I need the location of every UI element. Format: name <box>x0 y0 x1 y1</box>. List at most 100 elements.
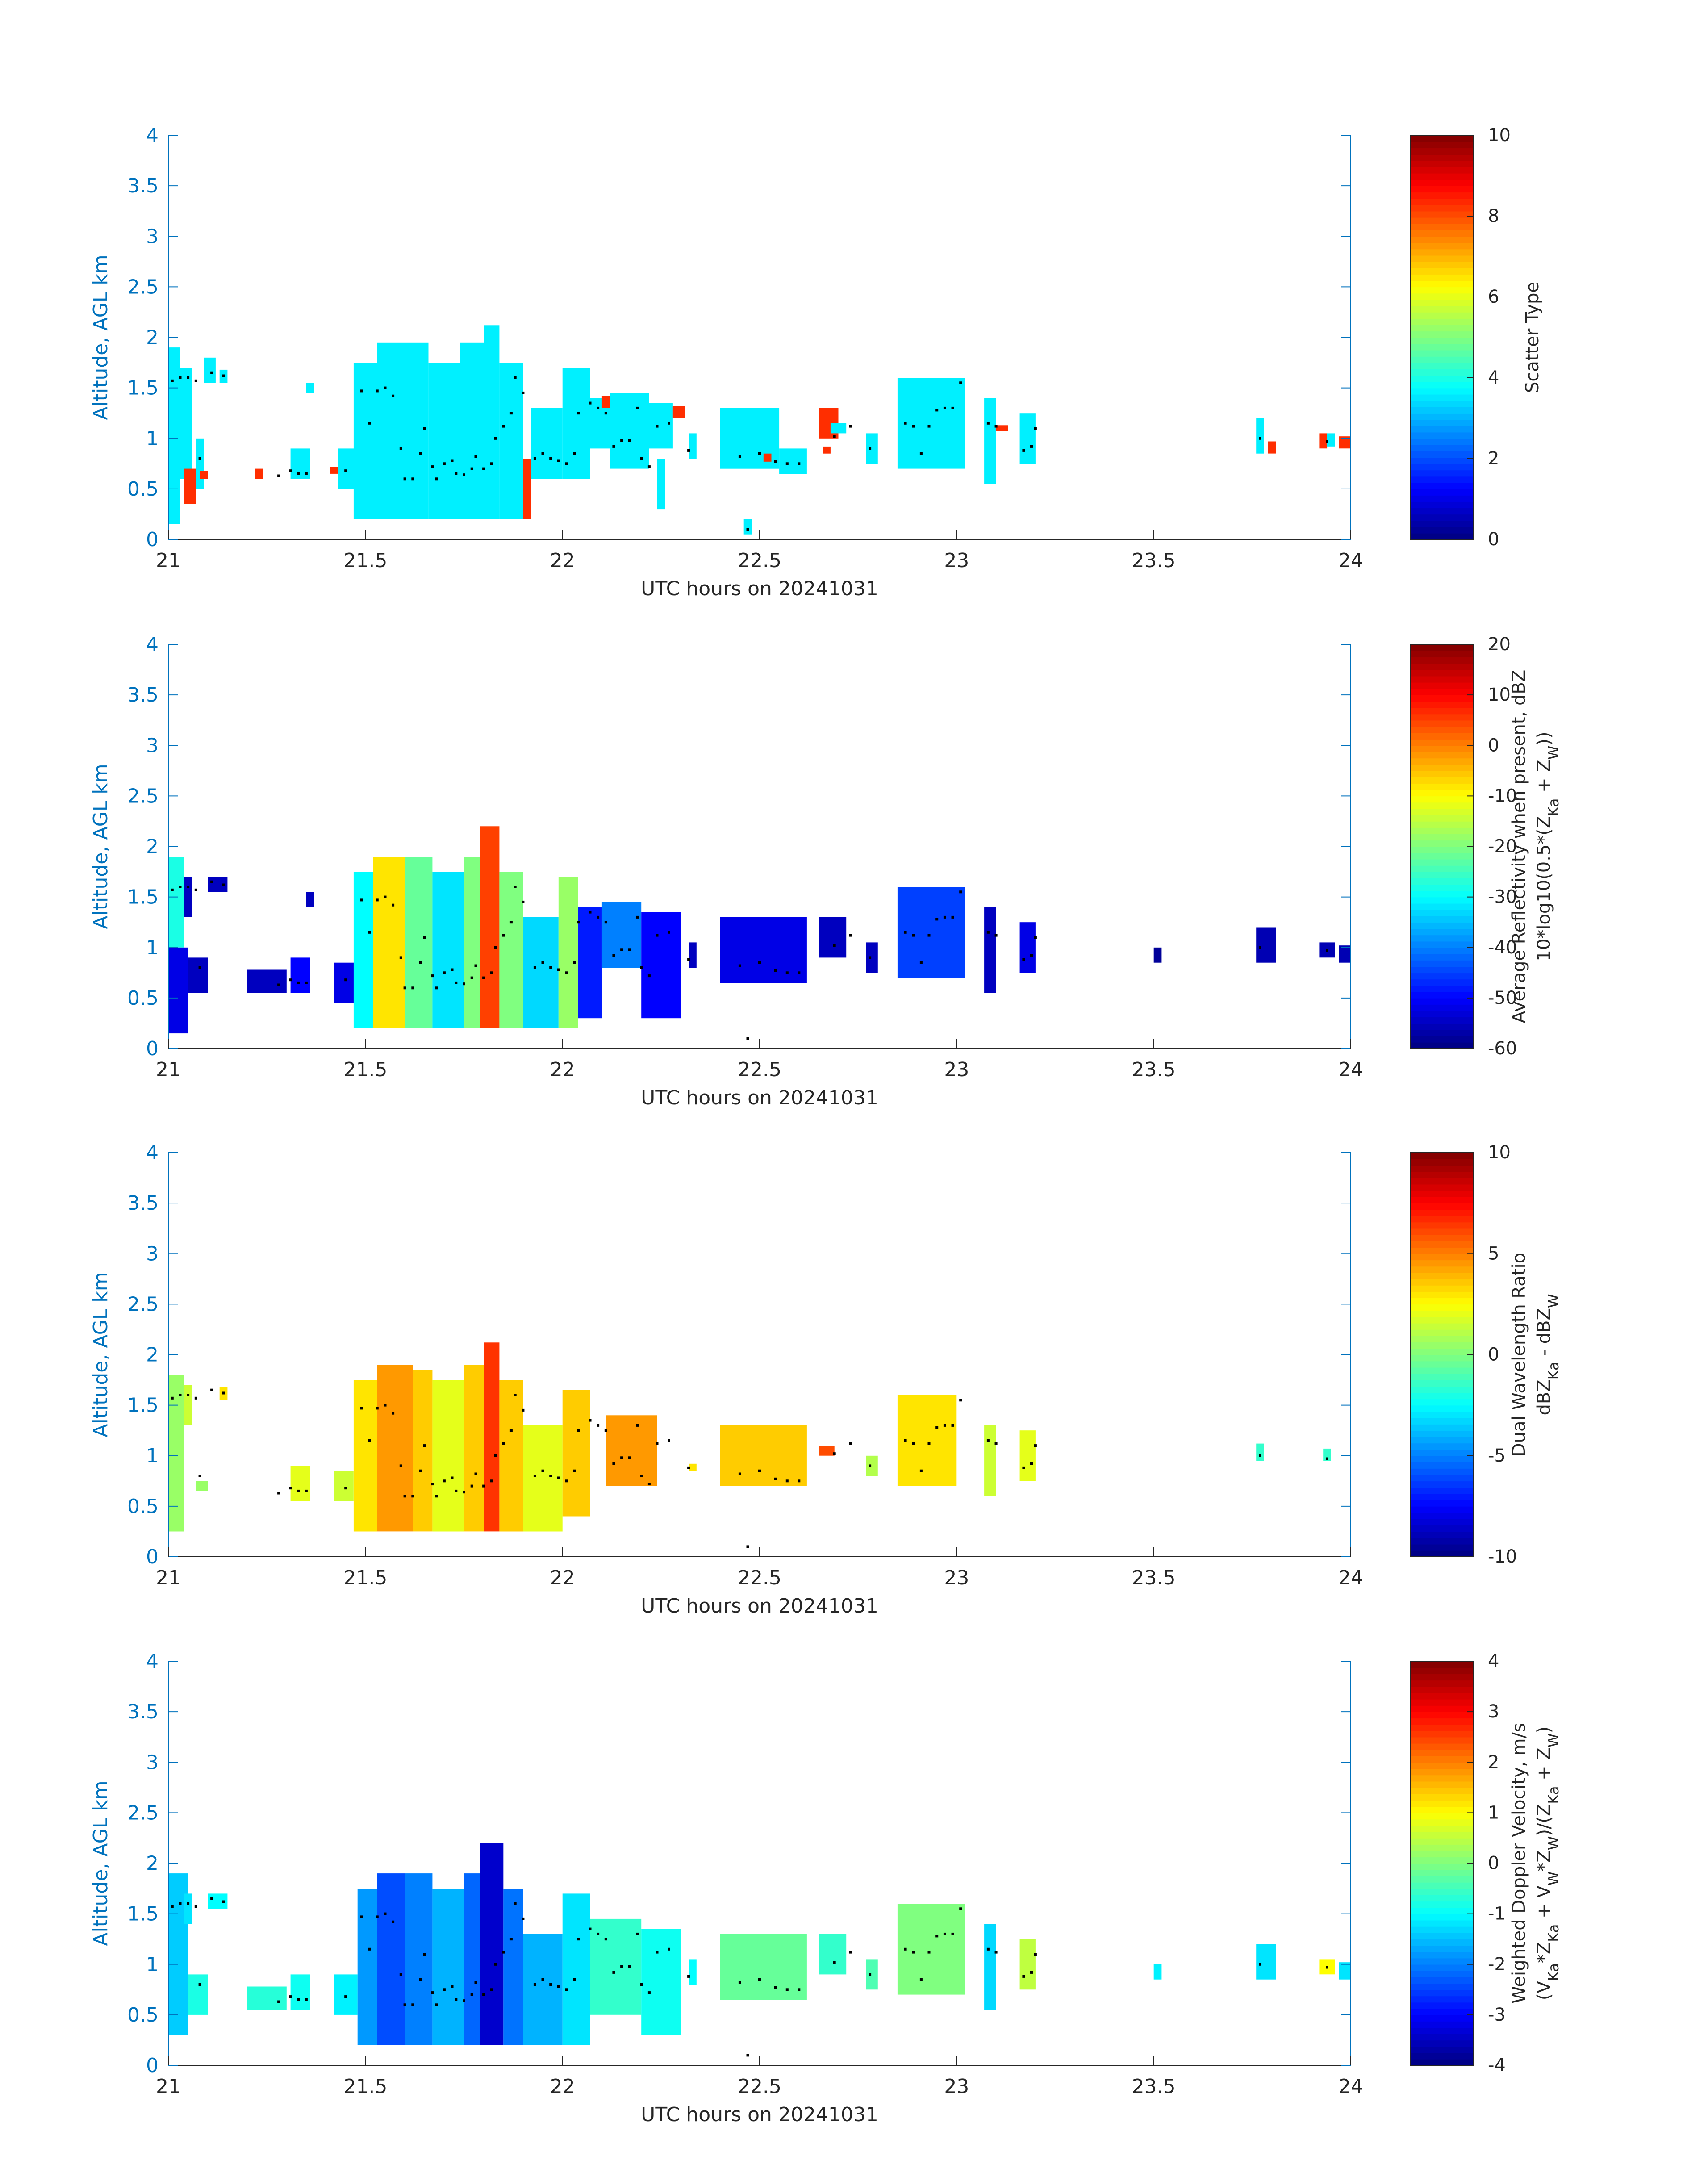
y-tick-label: 3.5 <box>127 1701 159 1723</box>
data-cell-1 <box>168 347 180 524</box>
marker-19 <box>403 1495 406 1498</box>
marker-12 <box>344 469 347 472</box>
colorbar-tick-label: 0 <box>1488 529 1499 550</box>
marker-56 <box>687 449 690 452</box>
colorbar-step <box>1410 1042 1474 1049</box>
data-cell-16 <box>562 1893 590 2045</box>
colorbar-step <box>1410 343 1474 351</box>
x-axis-label: UTC hours on 20241031 <box>641 1595 878 1617</box>
colorbar-step <box>1410 2002 1474 2009</box>
colorbar: -4 -3 -2 -1 0 1 2 3 4 Weighted Doppler Velocity, … <box>1410 1651 1562 2076</box>
x-tick-label: 21.5 <box>343 1058 387 1081</box>
colorbar-tick-label: -30 <box>1488 887 1517 907</box>
colorbar-tick-label: 3 <box>1488 1701 1499 1722</box>
data-cell-26 <box>672 406 685 418</box>
colorbar-step <box>1410 230 1474 237</box>
marker-29 <box>470 1484 473 1488</box>
y-tick-label: 0 <box>146 2054 159 2077</box>
colorbar-step <box>1410 1023 1474 1030</box>
data-cell-2 <box>188 1974 208 2015</box>
marker-76 <box>1022 1466 1025 1469</box>
colorbar-step <box>1410 1743 1474 1750</box>
y-tick-label: 2.5 <box>127 785 159 807</box>
data-cell-2 <box>168 947 188 1034</box>
colorbar-tick-label: 0 <box>1488 1853 1499 1874</box>
marker-70 <box>935 409 939 412</box>
marker-11 <box>305 1489 308 1492</box>
y-tick-label: 3 <box>146 225 159 248</box>
colorbar-step <box>1410 1844 1474 1851</box>
data-cell-19 <box>819 1446 835 1456</box>
data-cell-42 <box>1268 441 1276 454</box>
marker-46 <box>597 1932 600 1935</box>
colorbar-step <box>1410 1857 1474 1864</box>
colorbar-step <box>1410 1386 1474 1393</box>
marker-19 <box>403 477 406 481</box>
marker-15 <box>376 1407 379 1410</box>
data-cell-24 <box>610 393 649 469</box>
data-cell-30 <box>743 519 752 535</box>
marker-48 <box>612 1462 615 1465</box>
colorbar-step <box>1410 375 1474 382</box>
colorbar-step <box>1410 846 1474 853</box>
marker-79 <box>1259 1963 1261 1966</box>
colorbar-tick-label: 0 <box>1488 735 1499 756</box>
colorbar-step <box>1410 293 1474 300</box>
colorbar-step <box>1410 217 1474 224</box>
marker-49 <box>620 1456 623 1459</box>
marker-21 <box>419 452 422 455</box>
data-cell-21 <box>819 1934 847 1975</box>
y-tick-label: 3.5 <box>127 1192 159 1215</box>
marker-29 <box>470 976 473 979</box>
data-cell-36 <box>866 433 878 464</box>
colorbar-step <box>1410 1525 1474 1532</box>
colorbar-step <box>1410 1247 1474 1254</box>
data-cell-39 <box>996 425 1008 431</box>
colorbar-step <box>1410 407 1474 414</box>
y-tick-label: 2 <box>146 836 159 858</box>
x-tick-label: 22 <box>550 1567 575 1589</box>
marker-77 <box>1030 1971 1033 1974</box>
colorbar-step <box>1410 1838 1474 1845</box>
colorbar-step <box>1410 1806 1474 1813</box>
marker-71 <box>943 1424 946 1427</box>
data-cell-23 <box>897 1904 965 1995</box>
marker-51 <box>636 1424 639 1427</box>
marker-70 <box>935 1935 939 1938</box>
marker-20 <box>411 477 414 481</box>
data-cell-32 <box>1339 945 1351 963</box>
marker-10 <box>297 981 300 984</box>
marker-22 <box>423 1953 426 1956</box>
colorbar-step <box>1410 223 1474 230</box>
y-tick-label: 3 <box>146 734 159 757</box>
colorbar-step <box>1410 280 1474 288</box>
colorbar-step <box>1410 1266 1474 1273</box>
marker-30 <box>474 455 477 458</box>
colorbar-step <box>1410 941 1474 948</box>
x-tick-label: 21 <box>156 1058 181 1081</box>
marker-73 <box>959 1907 962 1910</box>
colorbar-label: (VKa*ZKa + VW*ZW)/(ZKa + ZW) <box>1534 1726 1562 2000</box>
x-tick-label: 21 <box>156 549 181 572</box>
marker-52 <box>640 1475 643 1477</box>
x-tick-label: 23.5 <box>1132 2075 1176 2098</box>
marker-57 <box>738 1981 741 1984</box>
marker-23 <box>431 1991 434 1994</box>
x-tick-label: 22.5 <box>738 549 781 572</box>
data-cell-9 <box>377 1873 405 2045</box>
colorbar-tick-label: 8 <box>1488 206 1499 226</box>
marker-66 <box>904 1947 907 1951</box>
marker-38 <box>533 1983 536 1986</box>
colorbar-step <box>1410 1819 1474 1826</box>
colorbar-step <box>1410 470 1474 477</box>
colorbar-step <box>1410 1945 1474 1952</box>
marker-4 <box>194 1396 197 1400</box>
marker-50 <box>628 439 631 442</box>
cloud-top-markers <box>171 880 1328 1040</box>
colorbar-step <box>1410 676 1474 683</box>
marker-43 <box>573 961 576 964</box>
y-tick-label: 1.5 <box>127 1394 159 1417</box>
data-cell-21 <box>897 1395 957 1486</box>
marker-9 <box>289 469 292 472</box>
colorbar-step <box>1410 1901 1474 1908</box>
